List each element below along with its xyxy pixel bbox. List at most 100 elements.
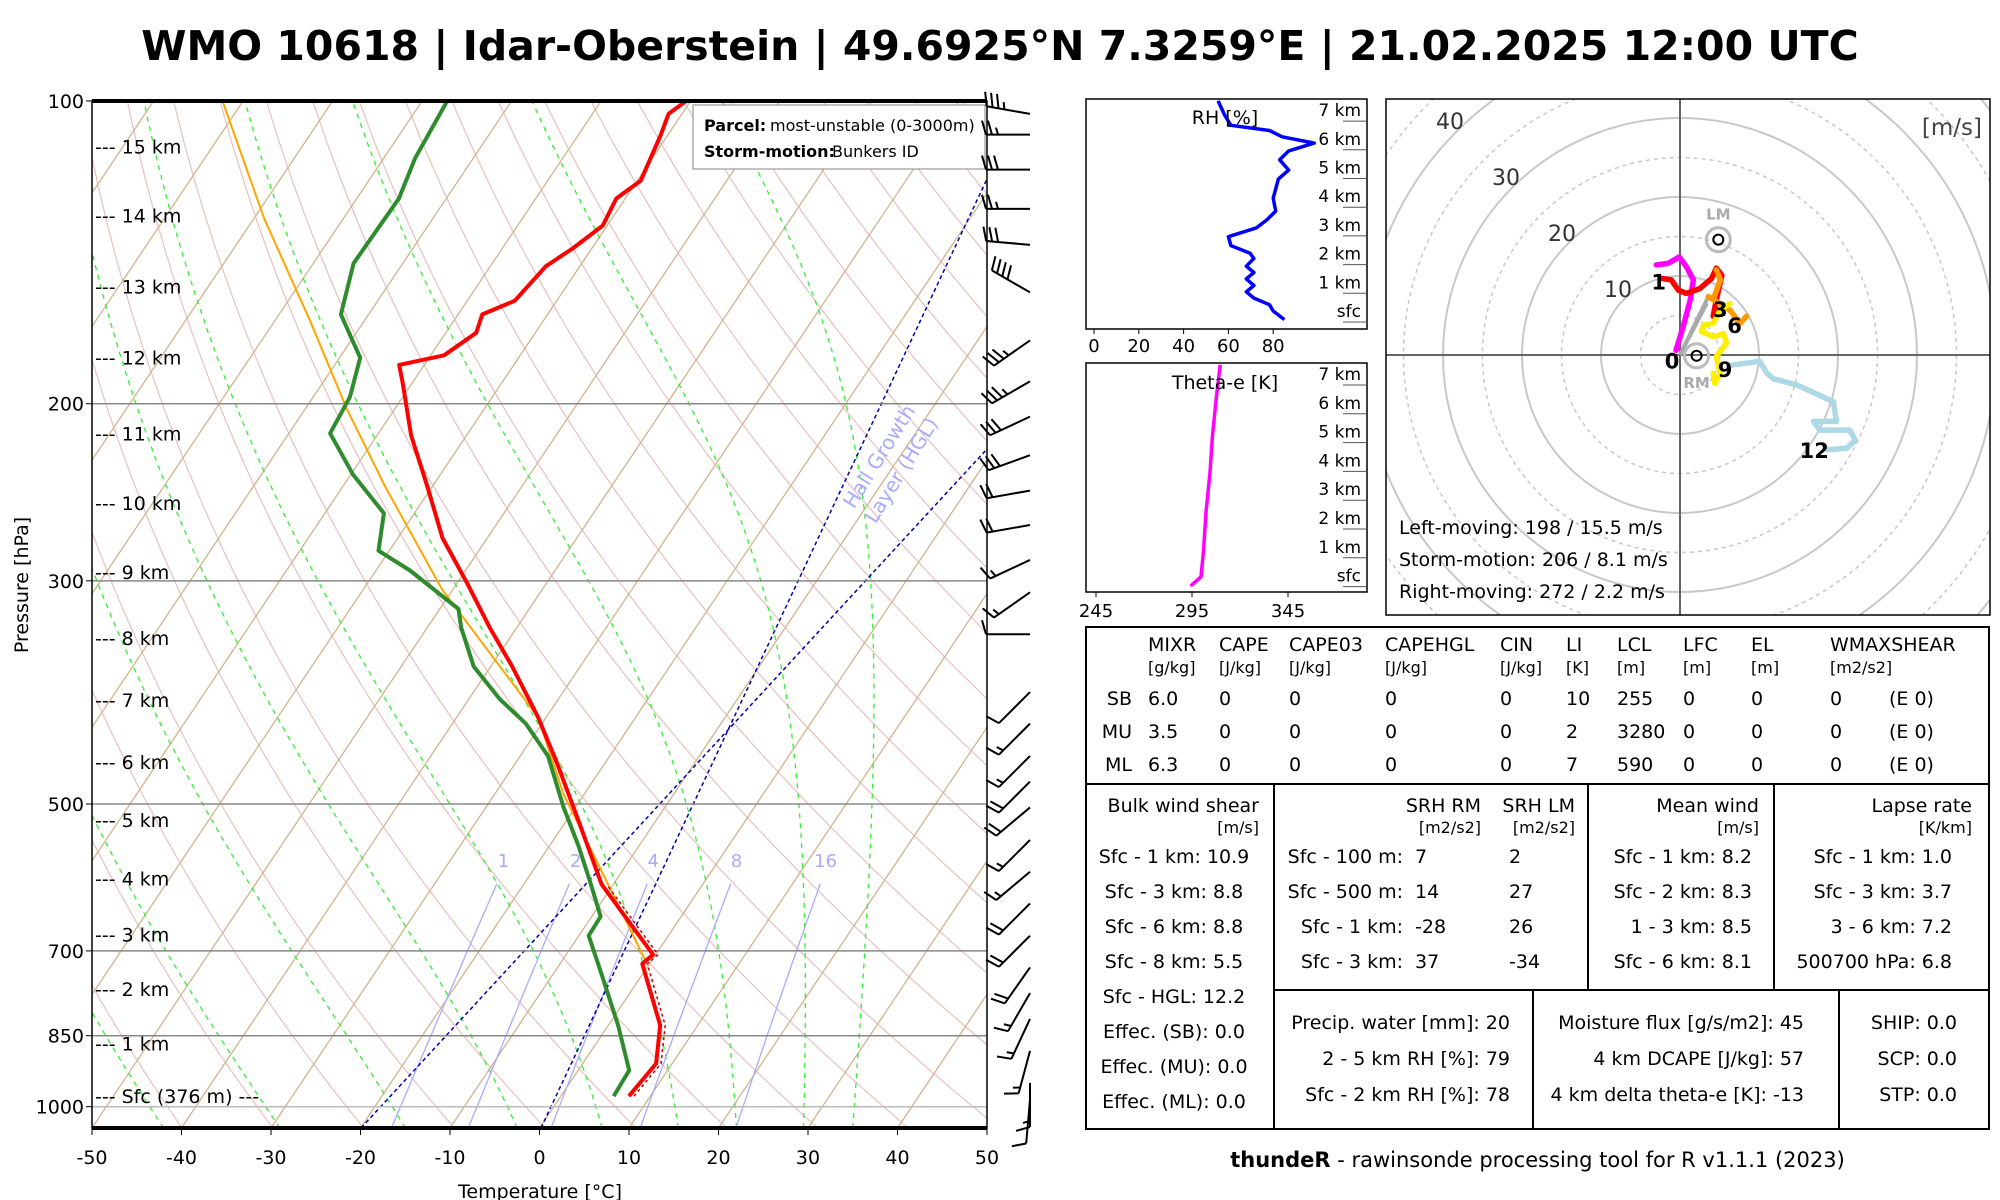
height-label: --- 2 km	[95, 979, 169, 1001]
wind-barb	[981, 194, 1030, 210]
row-label: SB	[1106, 688, 1132, 710]
rh-panel-trace	[1216, 100, 1316, 321]
wind-barb	[985, 934, 1031, 968]
dewpoint-trace	[328, 101, 632, 1098]
hodograph-ring	[1206, 0, 2000, 829]
storm-marker-label: LM	[1706, 206, 1731, 224]
y-axis-label: Pressure [hPa]	[11, 517, 33, 653]
srh-row-label: Sfc - 100 m:	[1287, 846, 1403, 868]
dry-adiabat-line	[219, 101, 909, 1128]
table-divider	[1587, 784, 1589, 990]
panel-tick-label: 80	[1262, 336, 1285, 357]
mixing-ratio-line	[735, 883, 821, 1128]
height-label: --- 1 km	[95, 1033, 169, 1055]
column-header: WMAXSHEAR	[1830, 634, 1956, 656]
height-mark-label: 0	[1665, 350, 1680, 374]
lapse-rate-row: Sfc - 1 km: 1.0	[1813, 846, 1952, 868]
skewt-frame	[91, 100, 988, 1129]
row-label: ML	[1105, 754, 1132, 776]
column-header: LI	[1566, 634, 1583, 656]
km-label: 7 km	[1318, 101, 1361, 121]
panel-tick-label: 345	[1271, 601, 1305, 622]
table-cell: 10	[1566, 688, 1591, 710]
table-cell: 2	[1566, 721, 1579, 743]
storm-marker-ring	[1704, 226, 1732, 254]
mean-wind-unit: [m/s]	[1717, 818, 1759, 837]
wind-barb	[979, 559, 1031, 580]
mixing-ratio-line	[639, 883, 732, 1128]
mixing-ratio-label: 2	[570, 851, 581, 872]
moist-adiabat-line	[143, 101, 603, 1128]
mean-wind-row: Sfc - 1 km: 8.2	[1613, 846, 1752, 868]
table-divider	[1273, 784, 1275, 1130]
wind-barb	[985, 755, 1031, 788]
wind-barb	[982, 339, 1031, 367]
footer-text: - rawinsonde processing tool for R v1.1.…	[1330, 1148, 1845, 1172]
wind-barb	[982, 226, 1031, 246]
srh-lm-title: SRH LM	[1502, 795, 1575, 817]
skewt-axes: --- 15 km --- 14 km --- 13 km --- 12 km --- …	[11, 91, 999, 1200]
table-cell: 0	[1289, 721, 1302, 743]
skewt-profiles	[221, 101, 688, 1098]
storm-marker-ring	[1683, 342, 1711, 370]
table-cell: (E 0)	[1889, 688, 1934, 710]
wind-barb	[996, 1018, 1031, 1060]
srh-lm-value: 27	[1509, 881, 1534, 903]
x-axis-label: Temperature [°C]	[457, 1181, 622, 1200]
column-unit: [m]	[1751, 658, 1780, 677]
column-header: CAPEHGL	[1385, 634, 1475, 656]
hodograph-unit: [m/s]	[1922, 115, 1982, 141]
moist-adiabat-line	[531, 101, 807, 1128]
dry-adiabat-line	[590, 101, 987, 634]
table-border-right	[1988, 626, 1990, 1130]
wind-barb	[981, 120, 1030, 136]
legend-box	[692, 104, 986, 170]
column-header: CAPE03	[1289, 634, 1363, 656]
bulk-shear-row: Sfc - 1 km: 10.9	[1098, 846, 1250, 868]
ring-label: 40	[1436, 110, 1464, 135]
mixing-ratio-label: 4	[647, 851, 658, 872]
isotherm-line	[628, 592, 987, 1128]
table-cell: 0	[1751, 688, 1764, 710]
wind-barb	[979, 453, 1031, 472]
wind-barbs	[979, 91, 1031, 1148]
pressure-tick-label: 850	[48, 1026, 84, 1048]
bulk-shear-row: Effec. (MU): 0.0	[1100, 1056, 1248, 1078]
temperature-tick-label: -50	[76, 1147, 107, 1169]
bulk-shear-row: Sfc - HGL: 12.2	[1102, 986, 1246, 1008]
isotherm-line	[92, 101, 334, 462]
panel-tick-label: 0	[1088, 336, 1099, 357]
table-cell: (E 0)	[1889, 721, 1934, 743]
index-row: STP: 0.0	[1879, 1084, 1957, 1106]
column-unit: [K]	[1566, 658, 1589, 677]
column-header: MIXR	[1148, 634, 1197, 656]
table-cell: 0	[1683, 688, 1696, 710]
legend-parcel-value: most-unstable (0-3000m)	[770, 116, 975, 135]
dry-adiabat-line	[312, 101, 987, 1046]
moisture-row: Sfc - 2 km RH [%]: 78	[1305, 1084, 1510, 1106]
column-header: CAPE	[1219, 634, 1269, 656]
height-label: --- 8 km	[95, 628, 169, 650]
srh-row-label: Sfc - 500 m:	[1287, 881, 1403, 903]
index-row: SCP: 0.0	[1877, 1048, 1957, 1070]
dry-adiabat-line	[126, 101, 728, 1128]
table-cell: 0	[1830, 754, 1843, 776]
mean-wind-title: Mean wind	[1656, 795, 1759, 817]
table-border-bottom	[1085, 1128, 1990, 1130]
column-header: LCL	[1617, 634, 1652, 656]
km-label: 7 km	[1318, 365, 1361, 385]
legend-storm-label: Storm-motion:	[704, 142, 835, 161]
table-cell: 7	[1566, 754, 1579, 776]
lapse-rate-unit: [K/km]	[1918, 818, 1972, 837]
column-header: CIN	[1500, 634, 1534, 656]
rh-panel-label: RH [%]	[1192, 107, 1258, 129]
dry-adiabat-line	[543, 101, 987, 700]
column-unit: [J/kg]	[1385, 658, 1428, 677]
km-label: 4 km	[1318, 451, 1361, 471]
wind-barb	[985, 691, 1031, 725]
pressure-tick-label: 200	[48, 394, 84, 416]
table-cell: 0	[1500, 688, 1513, 710]
parcel-trace	[221, 101, 647, 962]
isotherm-line	[92, 101, 602, 863]
